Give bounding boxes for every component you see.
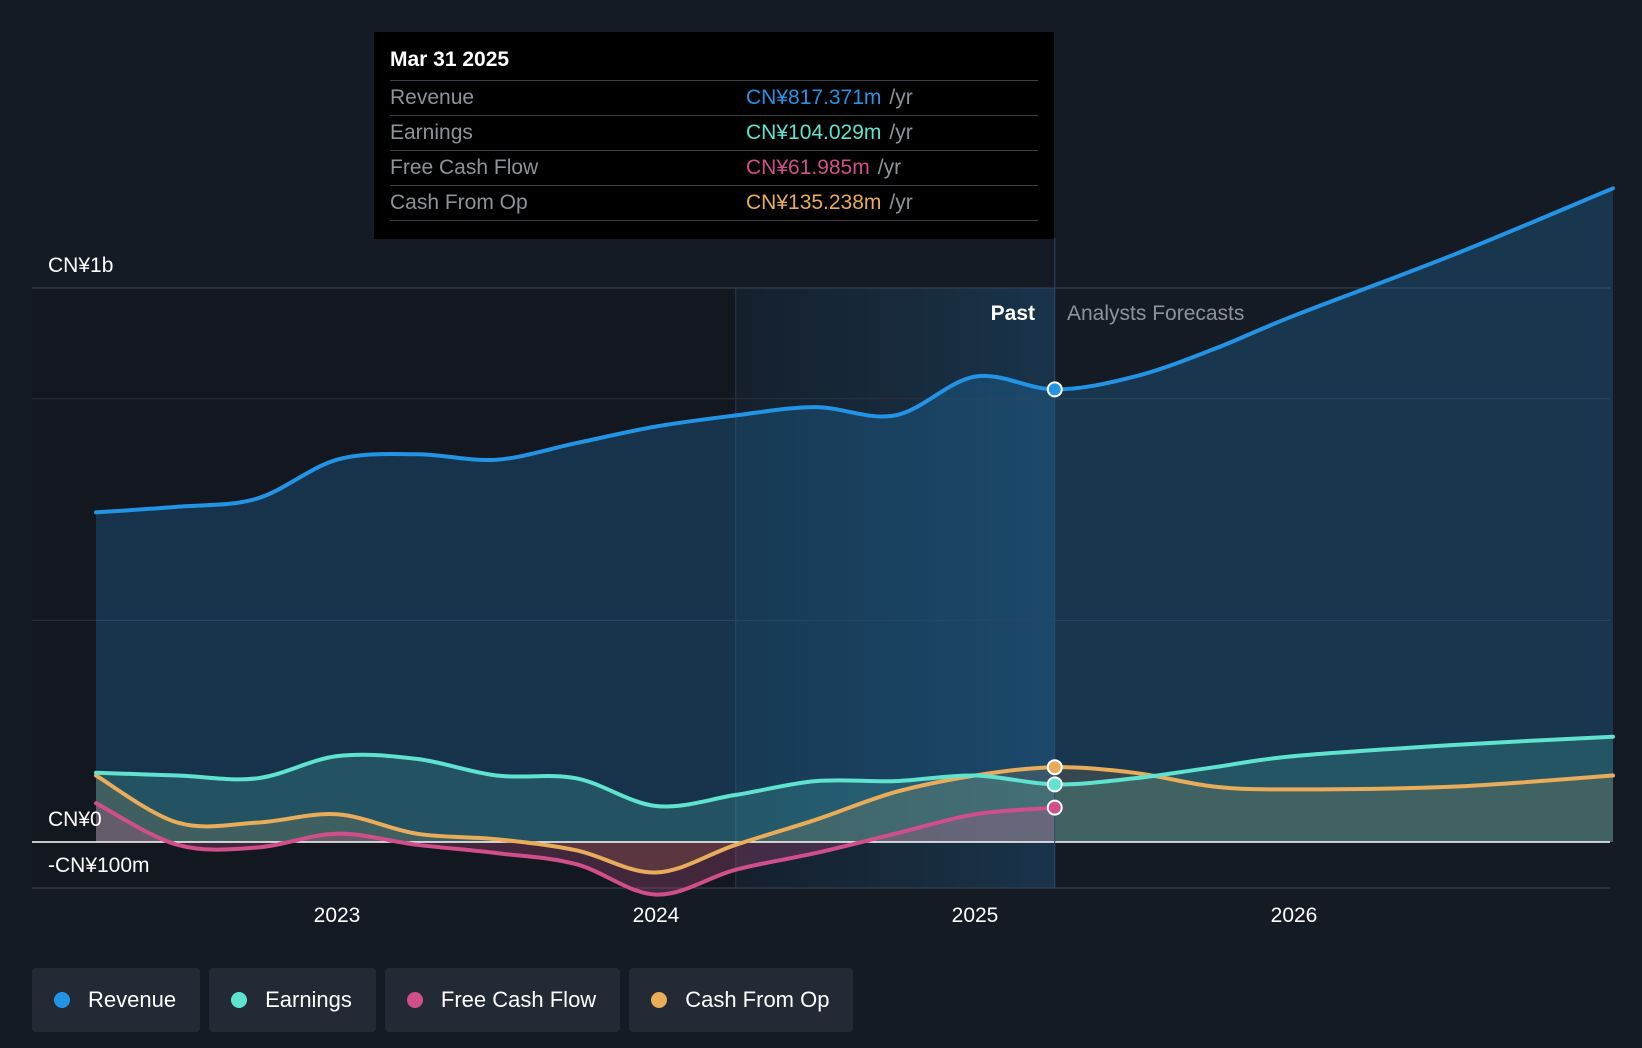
free-cash-flow-dot-icon <box>406 992 423 1008</box>
y-label-bottom: -CN¥100m <box>48 854 150 877</box>
legend-item-cash-from-op[interactable]: Cash From Op <box>629 968 854 1032</box>
cash-from-op-line <box>94 765 1615 875</box>
cash-from-op-marker <box>1046 759 1063 776</box>
legend-label: Free Cash Flow <box>440 987 597 1012</box>
x-tick-label: 2025 <box>952 904 999 927</box>
earnings-dot-icon <box>231 992 248 1008</box>
revenue-marker <box>1046 381 1063 398</box>
plot-background <box>32 288 1055 888</box>
tooltip-value: CN¥61.985m <box>746 156 870 179</box>
earnings-line <box>94 734 1615 809</box>
tooltip-row-cash-from-op: Cash From Op CN¥135.238m /yr <box>390 185 1038 221</box>
tooltip-value: CN¥817.371m <box>746 86 882 109</box>
tooltip-unit: /yr <box>889 191 913 214</box>
revenue-area <box>96 188 1613 843</box>
tooltip-label: Free Cash Flow <box>390 156 539 179</box>
tooltip-label: Cash From Op <box>390 191 528 214</box>
gridlines <box>32 287 1610 889</box>
tooltip-date: Mar 31 2025 <box>390 48 510 71</box>
axis-labels: CN¥1b CN¥0 -CN¥100m Past Analysts Foreca… <box>48 254 1317 927</box>
past-label: Past <box>991 302 1035 325</box>
past-highlight-band <box>735 288 1055 888</box>
revenue-dot-icon <box>54 992 70 1008</box>
legend-item-free-cash-flow[interactable]: Free Cash Flow <box>384 968 621 1032</box>
legend: Revenue Earnings Free Cash Flow Cash Fro… <box>32 968 854 1032</box>
earnings-area <box>96 736 1613 842</box>
data-tooltip: Mar 31 2025 Revenue CN¥817.371m /yr Earn… <box>374 32 1054 239</box>
tooltip-value: CN¥135.238m <box>746 191 882 214</box>
series-markers <box>1046 381 1063 816</box>
tooltip-row-free-cash-flow: Free Cash Flow CN¥61.985m /yr <box>390 150 1038 185</box>
tooltip-row-revenue: Revenue CN¥817.371m /yr <box>390 80 1038 115</box>
x-tick-label: 2026 <box>1271 904 1318 927</box>
legend-item-earnings[interactable]: Earnings <box>209 968 376 1032</box>
tooltip-unit: /yr <box>877 156 902 179</box>
x-tick-label: 2023 <box>314 904 361 927</box>
x-tick-label: 2024 <box>633 904 680 927</box>
legend-label: Cash From Op <box>685 987 830 1012</box>
revenue-line <box>94 186 1615 515</box>
earnings-marker <box>1046 776 1063 793</box>
tooltip-row-earnings: Earnings CN¥104.029m /yr <box>390 115 1038 150</box>
cash-from-op-area <box>96 767 1613 873</box>
series-lines <box>32 186 1615 897</box>
tooltip-unit: /yr <box>889 86 913 109</box>
tooltip-label: Earnings <box>390 121 473 144</box>
legend-label: Earnings <box>265 987 352 1012</box>
y-label-top: CN¥1b <box>48 254 113 277</box>
legend-label: Revenue <box>88 987 177 1012</box>
free-cash-flow-line <box>94 801 1057 897</box>
legend-item-revenue[interactable]: Revenue <box>32 968 201 1032</box>
tooltip-unit: /yr <box>889 121 913 144</box>
tooltip-label: Revenue <box>390 86 475 109</box>
series-areas <box>96 188 1613 895</box>
cash-from-op-dot-icon <box>651 992 668 1008</box>
y-label-zero: CN¥0 <box>48 808 102 831</box>
free-cash-flow-marker <box>1046 799 1063 816</box>
forecast-label: Analysts Forecasts <box>1067 302 1244 325</box>
tooltip-value: CN¥104.029m <box>746 121 882 144</box>
